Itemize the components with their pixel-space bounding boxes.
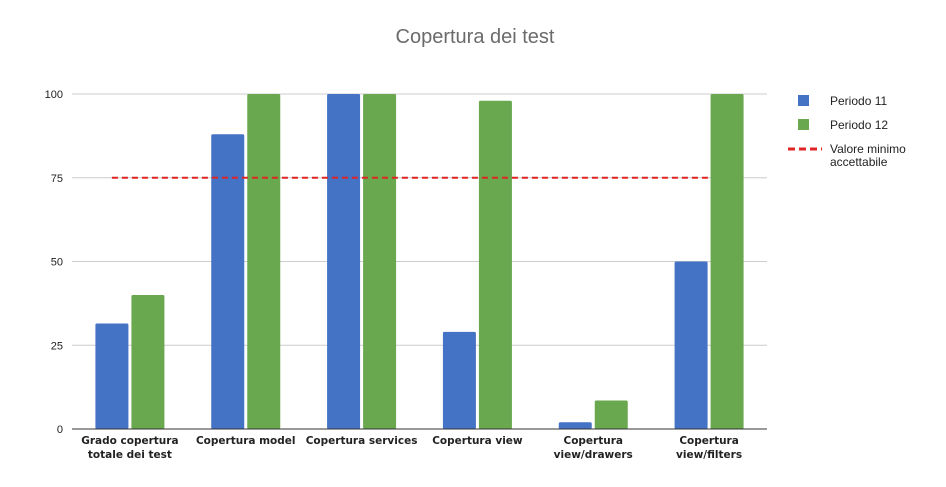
bar-periodo-12 [131, 295, 165, 429]
y-tick-label: 0 [57, 424, 63, 436]
bar-periodo-11 [95, 323, 129, 429]
bar-periodo-12 [710, 94, 744, 429]
bar-periodo-12 [247, 94, 281, 429]
bar-periodo-11 [211, 134, 245, 429]
legend-swatch [798, 119, 809, 130]
bar-periodo-12 [594, 400, 628, 429]
y-tick-label: 25 [51, 340, 63, 352]
chart-title: Copertura dei test [396, 26, 555, 48]
x-tick-label: Copertura view [432, 435, 523, 447]
grid [72, 93, 767, 346]
y-tick-label: 75 [51, 173, 63, 185]
y-tick-label: 50 [51, 257, 63, 269]
bar-periodo-11 [327, 94, 361, 429]
bar-periodo-11 [558, 422, 592, 429]
x-tick-label: Copertura view/filters [676, 435, 742, 461]
bar-periodo-12 [478, 100, 512, 429]
legend-swatch [798, 95, 809, 106]
axes: 0 25 50 75 100 Grado copertura totale dei test… [45, 89, 767, 461]
legend-label: Periodo 12 [830, 118, 888, 132]
legend-label: Valore minimo accettabile [830, 142, 906, 169]
legend: Periodo 11 Periodo 12 Valore minimo accetta… [788, 94, 906, 169]
x-tick-label: Grado copertura totale dei test [81, 435, 178, 461]
legend-label: Periodo 11 [830, 94, 887, 108]
bar-periodo-11 [442, 331, 476, 429]
bar-periodo-11 [674, 261, 708, 429]
x-tick-label: Copertura view/drawers [554, 435, 633, 461]
bar-periodo-12 [363, 94, 397, 429]
x-tick-label: Copertura model [196, 435, 296, 447]
x-tick-label: Copertura services [306, 435, 418, 447]
y-tick-label: 100 [45, 89, 63, 101]
